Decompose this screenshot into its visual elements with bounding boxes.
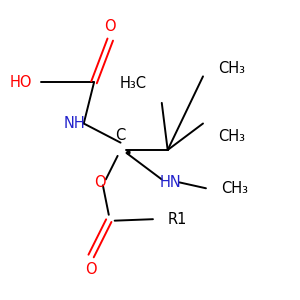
Text: HN: HN — [160, 175, 182, 190]
Text: O: O — [104, 19, 116, 34]
Text: H₃C: H₃C — [120, 76, 147, 91]
Text: C: C — [116, 128, 126, 142]
Text: CH₃: CH₃ — [218, 129, 245, 144]
Text: CH₃: CH₃ — [218, 61, 245, 76]
Text: O: O — [94, 175, 106, 190]
Text: O: O — [85, 262, 97, 277]
Text: •: • — [124, 147, 132, 162]
Text: R1: R1 — [168, 212, 187, 227]
Text: CH₃: CH₃ — [221, 181, 248, 196]
Text: HO: HO — [10, 75, 32, 90]
Text: NH: NH — [64, 116, 86, 131]
